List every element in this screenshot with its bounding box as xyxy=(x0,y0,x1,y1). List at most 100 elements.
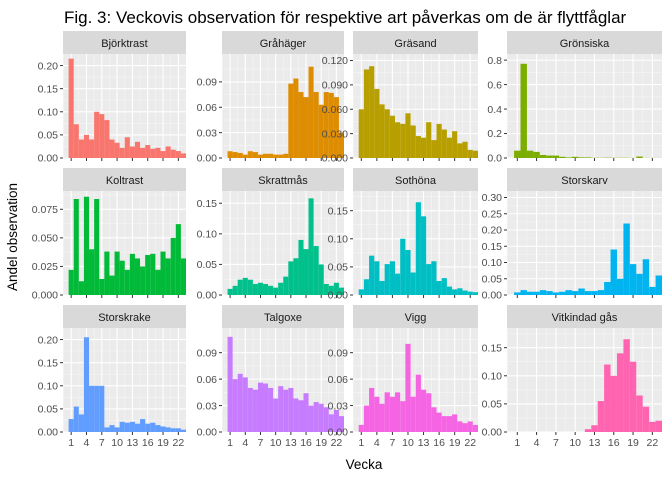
bar xyxy=(247,387,253,432)
x-axis-title: Vecka xyxy=(346,457,383,472)
y-tick-label: 0.09 xyxy=(197,77,218,89)
facet-label: Grönsiska xyxy=(560,38,610,50)
bar xyxy=(68,269,74,295)
bar xyxy=(293,398,299,432)
facet-panel: Storskrake 0.00 0.05 0.10 0.15 0.20 1 4 7 10 13 16 1… xyxy=(38,305,186,449)
bar xyxy=(99,279,105,295)
y-tick-label: 0.060 xyxy=(322,104,348,116)
facet-label: Koltrast xyxy=(106,175,143,187)
bar xyxy=(323,407,329,432)
bar xyxy=(333,282,339,295)
bar xyxy=(431,261,437,295)
bar xyxy=(273,154,279,158)
y-tick-label: 0.00 xyxy=(197,427,218,439)
bar xyxy=(379,104,385,158)
bar xyxy=(649,421,656,432)
facet-panels: Björktrast 0.00 0.05 0.10 0.15 0.20 Gråhäger 0.… xyxy=(32,31,662,449)
bar xyxy=(155,425,161,432)
bar xyxy=(237,152,243,158)
bar xyxy=(452,131,458,158)
facet-strip xyxy=(63,168,186,191)
bar xyxy=(129,253,135,295)
bar xyxy=(426,122,432,158)
bar xyxy=(546,291,553,295)
bar xyxy=(273,287,279,295)
facet-label: Storskrake xyxy=(98,312,151,324)
bar xyxy=(323,283,329,295)
x-tick-label: 16 xyxy=(608,437,620,449)
bar xyxy=(452,289,458,295)
bar xyxy=(227,151,233,158)
bar xyxy=(462,290,468,295)
bar xyxy=(358,109,364,158)
bar xyxy=(410,125,416,158)
bar xyxy=(308,405,314,432)
bar xyxy=(237,373,243,432)
bar xyxy=(94,111,100,158)
bar xyxy=(155,269,161,295)
bar xyxy=(597,290,605,295)
bar xyxy=(150,148,156,158)
bar xyxy=(328,414,334,432)
bar xyxy=(441,129,447,158)
bar xyxy=(257,382,264,432)
bar xyxy=(379,403,385,432)
bar xyxy=(436,280,442,295)
bar xyxy=(610,375,617,432)
y-tick-label: 0.000 xyxy=(32,290,58,302)
bar xyxy=(539,154,547,158)
facet-label: Sothöna xyxy=(395,175,437,187)
bar xyxy=(328,285,334,295)
y-tick-label: 0.20 xyxy=(38,334,59,346)
bar xyxy=(119,421,125,432)
bar xyxy=(180,429,186,432)
bar xyxy=(78,281,84,295)
bar xyxy=(333,409,339,432)
bar xyxy=(124,269,130,295)
bar xyxy=(400,401,406,432)
bar xyxy=(288,83,294,158)
bar xyxy=(571,291,579,295)
y-tick-label: 0.050 xyxy=(32,233,58,245)
bar xyxy=(68,58,74,158)
x-tick-label: 1 xyxy=(227,437,233,449)
bar xyxy=(374,396,380,432)
bar xyxy=(293,258,299,295)
y-tick-label: 0.00 xyxy=(38,427,59,439)
bar xyxy=(415,136,421,158)
bar xyxy=(333,97,339,158)
y-tick-label: 0.15 xyxy=(38,357,59,369)
bar xyxy=(160,426,166,432)
bar xyxy=(623,339,630,432)
x-tick-label: 7 xyxy=(258,437,264,449)
bar xyxy=(520,290,527,295)
y-tick-label: 0.10 xyxy=(38,380,59,392)
bar xyxy=(655,275,662,295)
y-tick-label: 0.090 xyxy=(322,80,348,92)
bar xyxy=(552,292,560,295)
bar xyxy=(623,223,630,295)
bar xyxy=(180,258,186,295)
bar xyxy=(263,383,269,432)
x-tick-label: 4 xyxy=(242,437,248,449)
facet-strip xyxy=(63,31,186,54)
bar xyxy=(374,261,380,295)
bar xyxy=(252,389,258,432)
bar xyxy=(303,97,309,158)
y-tick-label: 0.6 xyxy=(487,79,502,91)
bar xyxy=(533,151,540,158)
bar xyxy=(338,287,344,295)
x-tick-label: 7 xyxy=(553,437,559,449)
bar xyxy=(268,285,274,295)
bar xyxy=(395,392,401,432)
bar xyxy=(109,275,115,295)
facet-strip xyxy=(507,305,662,328)
bar xyxy=(227,336,233,432)
bar xyxy=(278,154,284,158)
bar xyxy=(268,387,274,432)
bar xyxy=(636,273,643,295)
chart-title: Fig. 3: Veckovis observation för respekt… xyxy=(64,8,627,27)
facet-label: Storskarv xyxy=(561,175,608,187)
bar xyxy=(446,416,453,432)
y-tick-label: 0.09 xyxy=(328,347,349,359)
